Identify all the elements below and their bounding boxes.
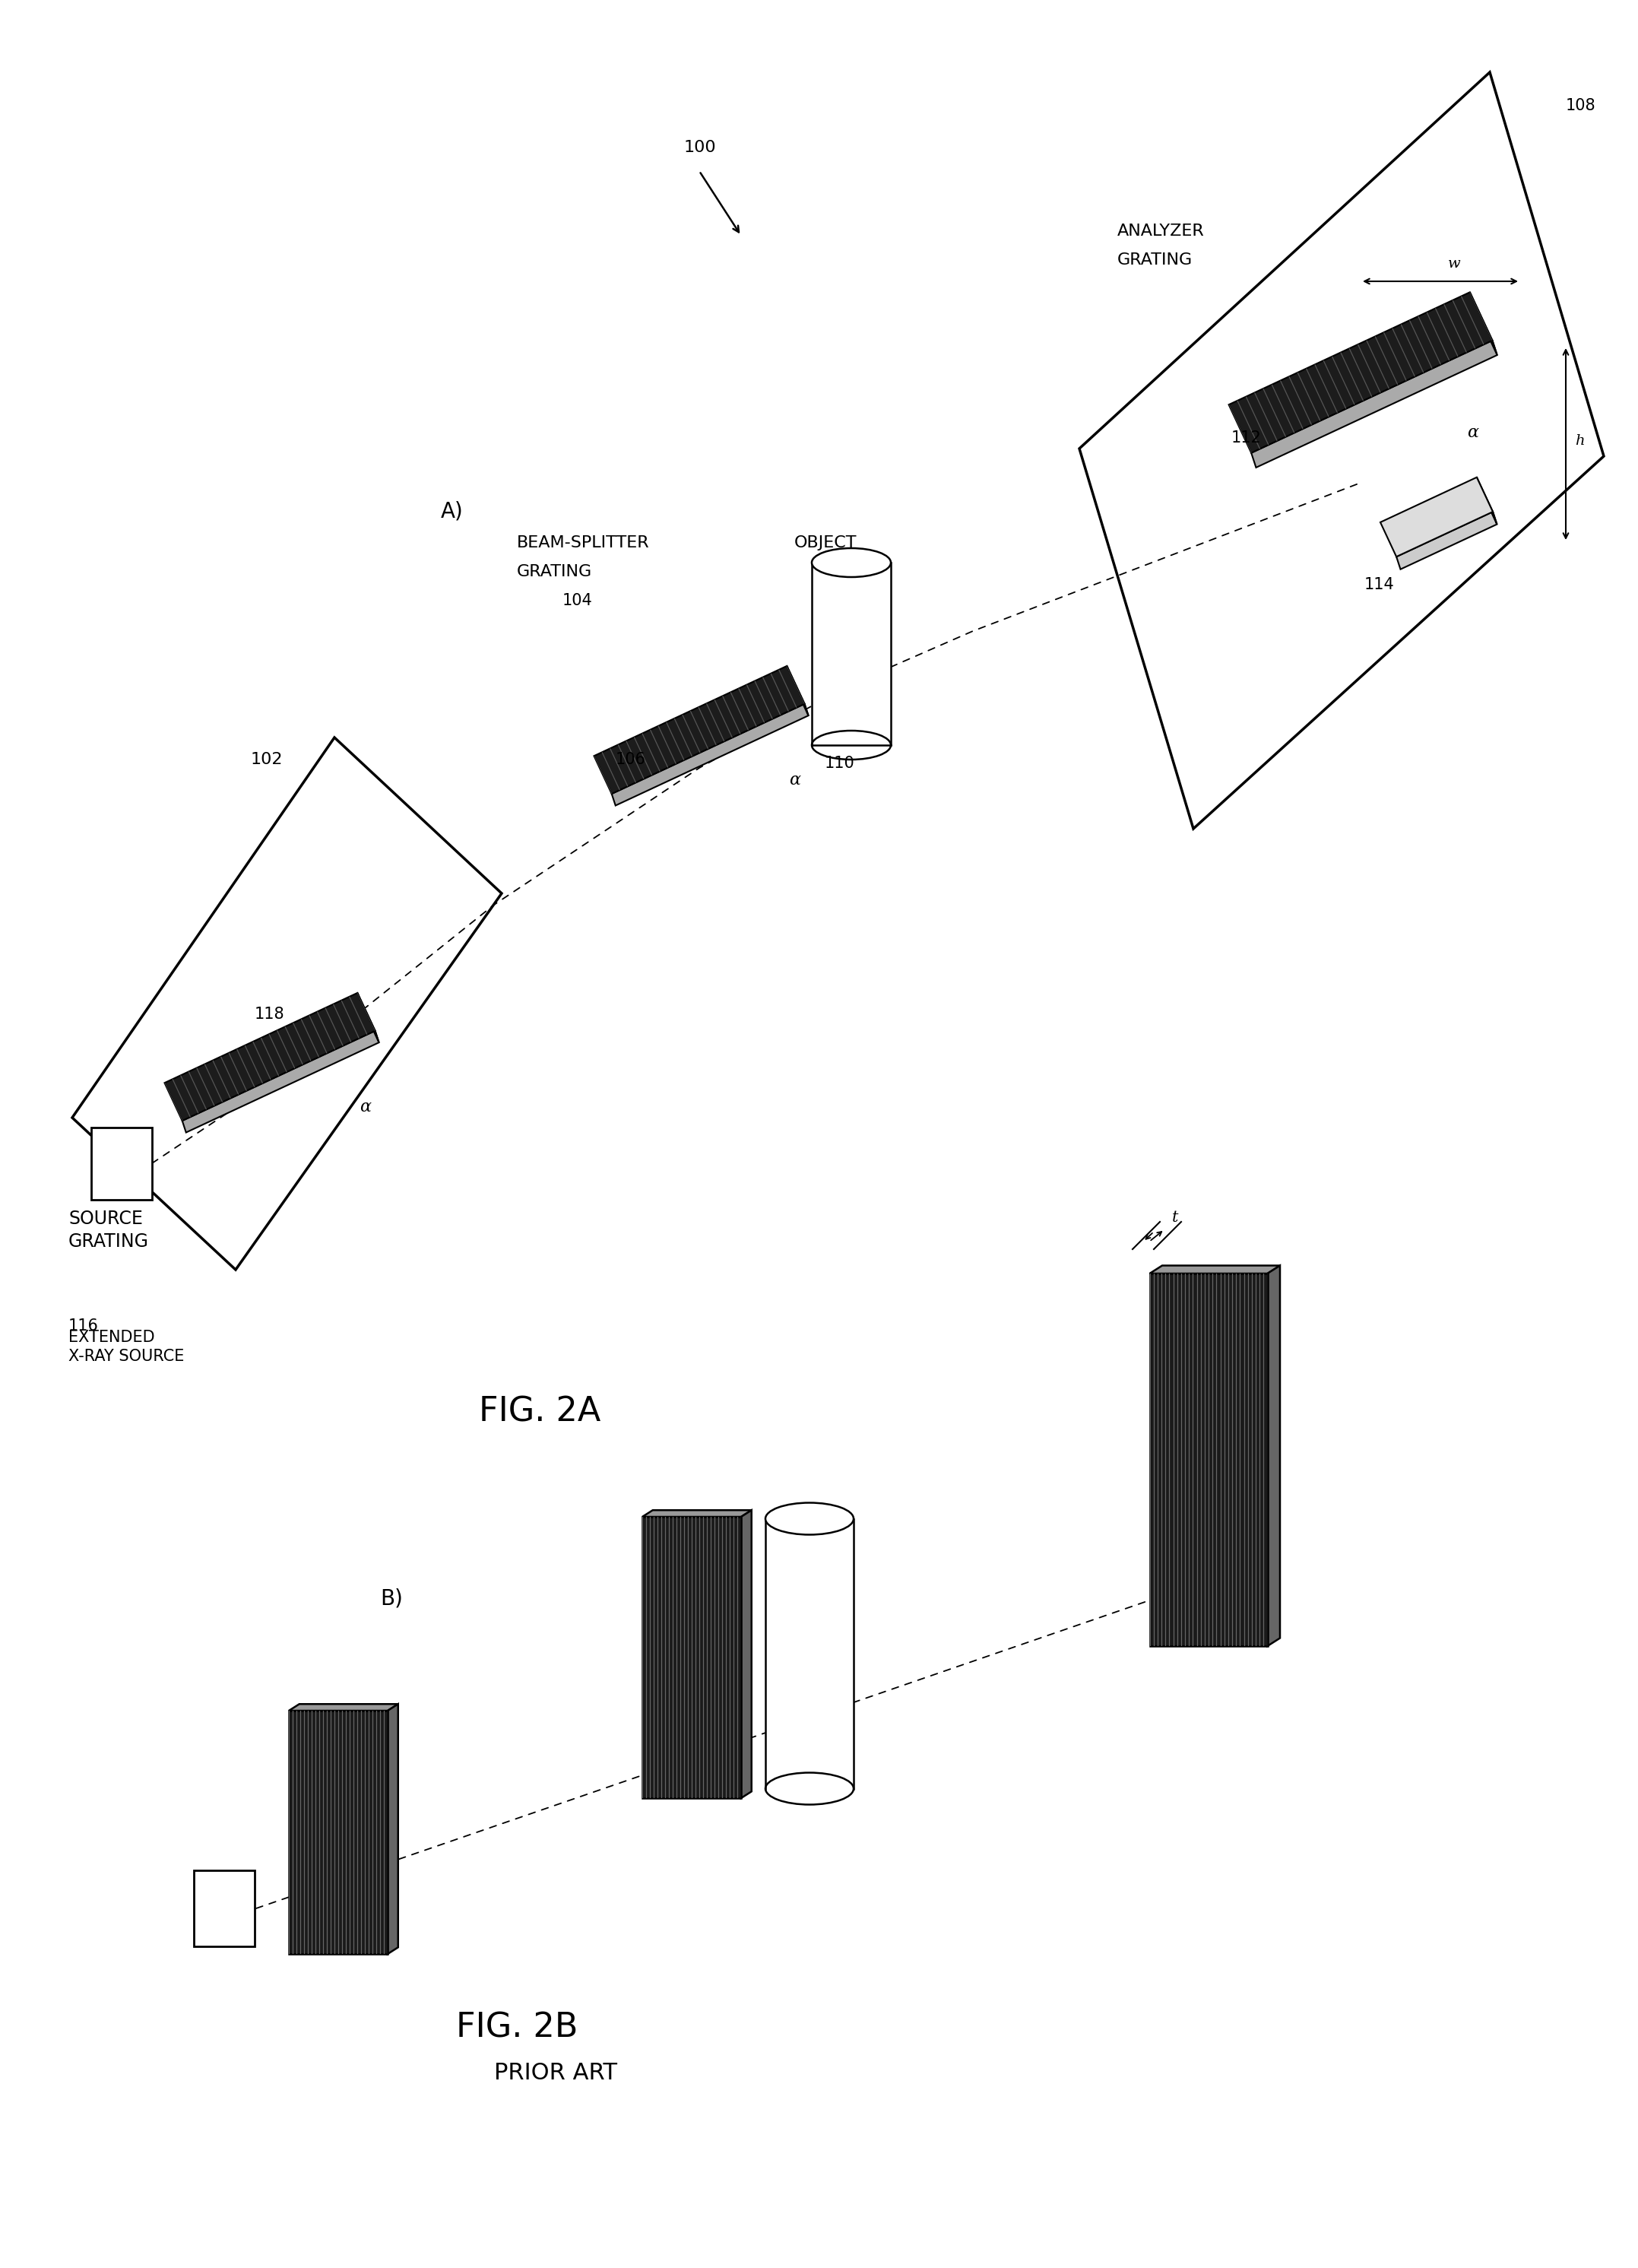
Polygon shape (1268, 1266, 1279, 1647)
Polygon shape (786, 667, 809, 717)
Ellipse shape (765, 1774, 853, 1805)
Polygon shape (164, 993, 375, 1120)
Text: 110: 110 (824, 755, 855, 771)
Polygon shape (1477, 476, 1497, 524)
Polygon shape (388, 1703, 398, 1955)
Text: EXTENDED
X-RAY SOURCE: EXTENDED X-RAY SOURCE (69, 1329, 183, 1363)
Text: 108: 108 (1566, 98, 1595, 113)
Ellipse shape (812, 730, 891, 760)
Ellipse shape (765, 1504, 853, 1535)
Text: GRATING: GRATING (518, 565, 593, 578)
Text: α: α (1468, 424, 1479, 440)
Polygon shape (288, 1703, 398, 1710)
Polygon shape (72, 737, 501, 1270)
Text: 112: 112 (1232, 431, 1261, 445)
Text: α: α (359, 1098, 370, 1116)
Text: PRIOR ART: PRIOR ART (495, 2062, 618, 2084)
Polygon shape (1150, 1275, 1268, 1647)
Bar (765, 1520, 853, 1789)
Polygon shape (1228, 293, 1492, 454)
Text: 114: 114 (1364, 576, 1394, 592)
Ellipse shape (812, 549, 891, 576)
Text: OBJECT: OBJECT (794, 535, 857, 551)
Polygon shape (1469, 293, 1497, 356)
Text: B): B) (380, 1588, 403, 1608)
Polygon shape (288, 1710, 388, 1955)
Polygon shape (642, 1510, 752, 1517)
Polygon shape (1396, 513, 1497, 569)
Bar (812, 562, 891, 746)
Text: 116: 116 (69, 1318, 98, 1334)
Polygon shape (740, 1510, 752, 1799)
Polygon shape (1150, 1266, 1279, 1275)
Polygon shape (642, 1517, 740, 1799)
Text: ANALYZER: ANALYZER (1117, 225, 1204, 238)
Text: FIG. 2B: FIG. 2B (455, 2012, 578, 2043)
Polygon shape (1251, 340, 1497, 467)
Text: GRATING: GRATING (1117, 252, 1192, 268)
Polygon shape (611, 703, 809, 805)
Bar (193, 1871, 254, 1946)
Text: 118: 118 (254, 1007, 285, 1023)
Polygon shape (357, 993, 378, 1043)
Text: A): A) (441, 501, 464, 522)
Text: BEAM-SPLITTER: BEAM-SPLITTER (518, 535, 650, 551)
Polygon shape (1381, 476, 1492, 556)
Text: t: t (1173, 1211, 1178, 1225)
Text: 100: 100 (685, 141, 716, 154)
Text: SOURCE
GRATING: SOURCE GRATING (69, 1209, 149, 1250)
Text: 106: 106 (616, 753, 645, 767)
Polygon shape (595, 667, 804, 794)
Text: w: w (1448, 256, 1461, 270)
Text: 104: 104 (562, 592, 593, 608)
Text: h: h (1574, 433, 1584, 447)
Text: 102: 102 (251, 753, 283, 767)
Text: α: α (790, 771, 801, 789)
Polygon shape (1079, 73, 1604, 828)
Text: FIG. 2A: FIG. 2A (478, 1395, 601, 1429)
Bar (92, 1127, 152, 1200)
Polygon shape (182, 1030, 378, 1132)
